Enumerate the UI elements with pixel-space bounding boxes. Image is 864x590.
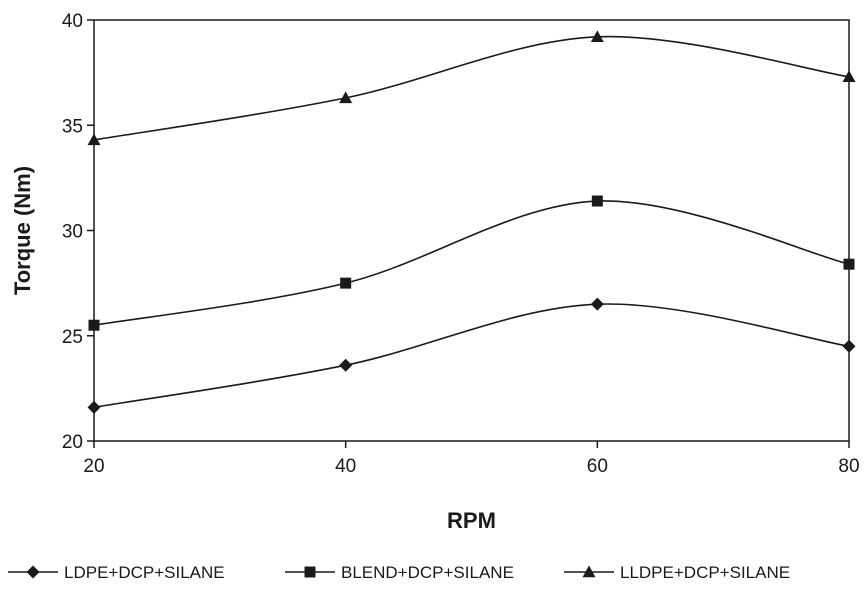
plot-area — [93, 19, 850, 442]
legend-label: BLEND+DCP+SILANE — [341, 563, 514, 582]
legend-item: BLEND+DCP+SILANE — [285, 563, 514, 582]
data-point — [590, 30, 604, 43]
data-point — [88, 319, 100, 331]
y-tick-label: 25 — [62, 327, 83, 348]
legend: LDPE+DCP+SILANE BLEND+DCP+SILANE LLDPE+DCP… — [8, 563, 790, 582]
y-tick-label: 30 — [62, 222, 83, 243]
y-tick-label: 35 — [62, 116, 83, 137]
data-point — [339, 358, 353, 372]
series-square — [88, 195, 855, 331]
x-tick-label: 80 — [838, 456, 859, 477]
legend-marker — [582, 565, 596, 578]
x-axis-title: RPM — [447, 508, 496, 533]
data-point — [340, 277, 352, 289]
legend-item: LLDPE+DCP+SILANE — [564, 563, 790, 582]
legend-item: LDPE+DCP+SILANE — [8, 563, 225, 582]
data-point — [842, 70, 856, 83]
series-line — [93, 35, 850, 141]
data-point — [842, 339, 856, 353]
data-point — [87, 400, 101, 414]
x-axis: 20 40 60 80 — [83, 441, 860, 477]
plot-frame — [93, 19, 850, 442]
data-point — [87, 133, 101, 146]
y-axis: 20 25 30 35 40 — [62, 11, 94, 453]
data-point — [591, 195, 603, 207]
data-point — [339, 91, 353, 104]
legend-marker — [304, 566, 316, 578]
series-diamond — [87, 297, 856, 414]
series-line — [93, 303, 850, 409]
y-axis-title: Torque (Nm) — [10, 166, 35, 295]
x-tick-label: 60 — [587, 456, 608, 477]
x-tick-label: 40 — [335, 456, 356, 477]
legend-label: LLDPE+DCP+SILANE — [620, 563, 790, 582]
legend-marker — [26, 565, 40, 579]
data-point — [590, 297, 604, 311]
legend-label: LDPE+DCP+SILANE — [64, 563, 225, 582]
series-triangle — [87, 30, 856, 146]
y-tick-label: 20 — [62, 432, 83, 453]
x-tick-label: 20 — [83, 456, 104, 477]
series-layer — [87, 30, 856, 414]
data-point — [843, 258, 855, 270]
series-line — [93, 200, 850, 327]
y-tick-label: 40 — [62, 11, 83, 32]
